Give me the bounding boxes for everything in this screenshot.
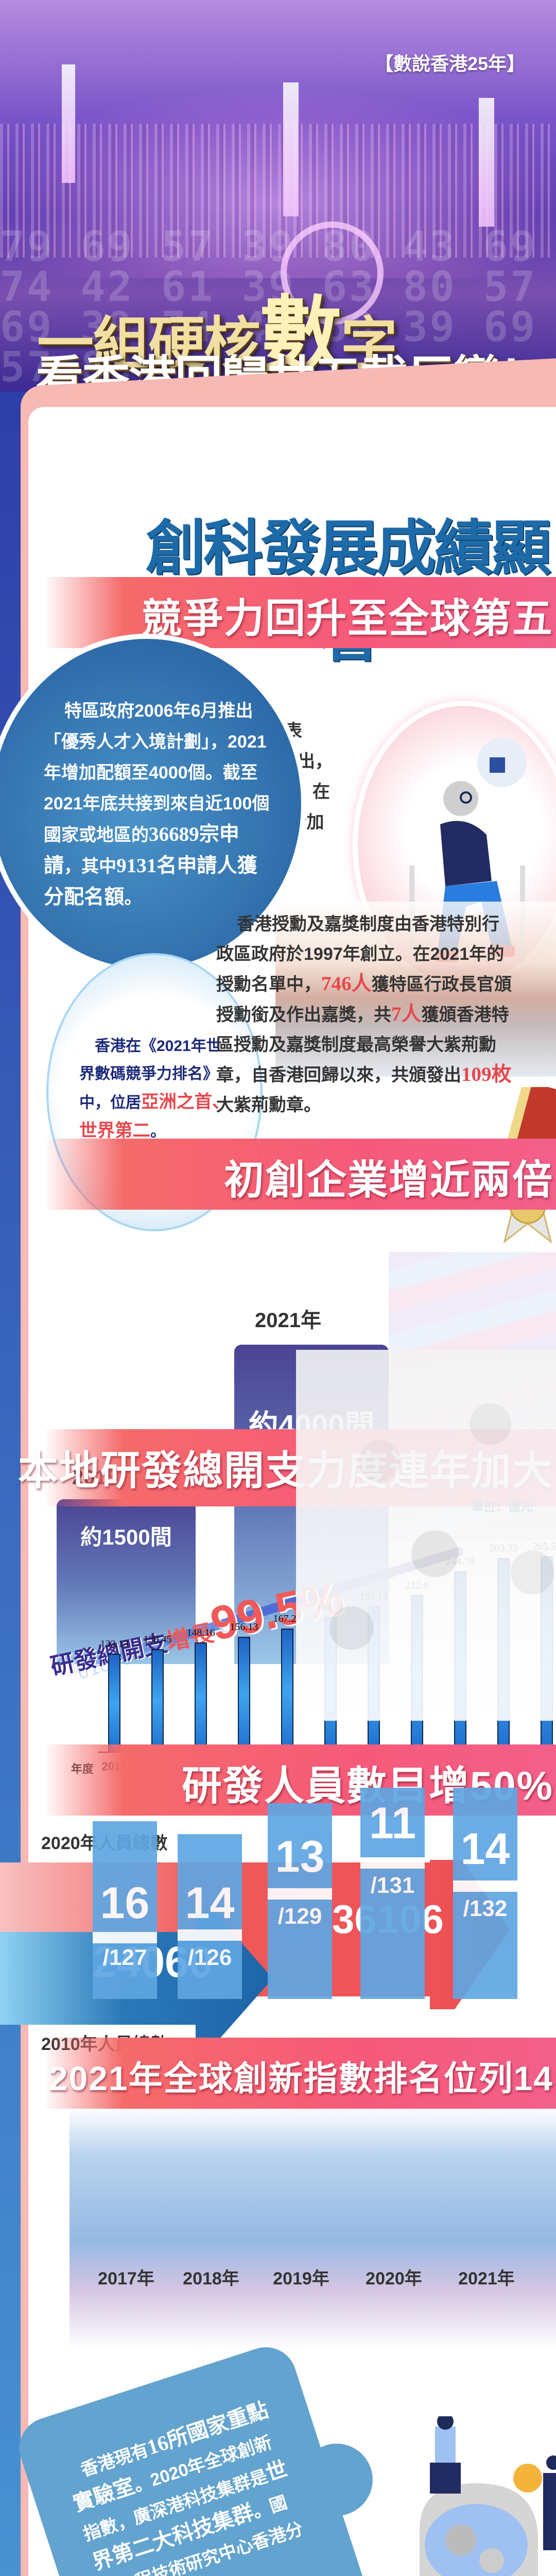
gii-year: 2017年	[98, 2269, 154, 2289]
text: 特區政府2006年6月推出「優秀人才入境計劃」，2021年增加配額至4000個。…	[44, 701, 270, 845]
main-title: 創科發展成績顯著	[146, 515, 551, 668]
highlight: 7人	[391, 1003, 422, 1025]
ribbon-startups: 初創企業增近兩倍	[44, 1139, 556, 1210]
people-crowd-background	[296, 1350, 556, 1721]
rd-value-label: 148.16	[186, 1627, 215, 1639]
rd-bar	[108, 1653, 120, 1752]
gii-total: /131	[370, 1873, 415, 1898]
text: 。	[150, 1123, 166, 1140]
gii-year: 2019年	[273, 2269, 329, 2289]
victoria-harbour-image	[275, 902, 556, 1077]
rd-bar	[151, 1649, 164, 1752]
gii-column: 11/131	[360, 1788, 425, 1999]
text: 香港授勳及嘉獎制度由香港特別行政區政府於1997年創立。在2021年的授勳名單中…	[216, 914, 505, 994]
gii-rank: 13	[275, 1832, 325, 1882]
startup-year-2021: 2021年	[255, 1309, 321, 1332]
number-texture: 79 69 57 39 80 43 69 74 42 61 39 63 80 5…	[0, 227, 537, 391]
text: 獲特區行政長官頒授勳銜及作出嘉獎，共	[216, 975, 512, 1025]
startup-value-2015: 約1500間	[80, 1525, 172, 1549]
highlight: 36689宗申請	[44, 823, 239, 877]
highlight: 109枚	[461, 1063, 512, 1086]
icc-tower	[62, 64, 75, 183]
gii-total: /127	[102, 1945, 147, 1970]
ifc-tower	[283, 82, 299, 216]
divider	[268, 1888, 332, 1900]
highlight: 746人	[321, 973, 372, 995]
team-brainstorm-icon	[420, 2416, 556, 2576]
gii-total: /126	[187, 1945, 232, 1970]
gii-year: 2021年	[458, 2269, 515, 2289]
hero-banner: 79 69 57 39 80 43 69 74 42 61 39 63 80 5…	[0, 0, 556, 392]
rd-value-label: 133.13	[100, 1638, 129, 1650]
digital-rank-text: 香港在《2021年世界數碼競爭力排名》中，位居亞洲之首、世界第二。	[79, 1032, 234, 1146]
gii-year: 2018年	[183, 2269, 239, 2289]
text: 大紫荊勳章。	[216, 1095, 321, 1115]
gii-total: /132	[463, 1896, 508, 1921]
rd-value-label: 156.13	[230, 1621, 258, 1633]
highlight: 亞洲之首、世界第二	[79, 1092, 230, 1141]
talent-scheme-text: 特區政府2006年6月推出「優秀人才入境計劃」，2021年增加配額至4000個。…	[44, 696, 275, 913]
title-suffix: 字	[341, 313, 397, 376]
text: 獲頒香港特區授勳及嘉獎制度最高榮譽大紫荊勳章，自香港回歸以來，共頒發出	[216, 1005, 509, 1085]
sky-glow	[0, 93, 556, 278]
gii-column: 14/132	[453, 1788, 517, 1999]
divider	[178, 1929, 242, 1941]
heading-competitiveness: 競爭力回升至全球第五	[141, 596, 553, 641]
honours-paragraph: 香港授勳及嘉獎制度由香港特別行政區政府於1997年創立。在2021年的授勳名單中…	[216, 909, 515, 1120]
title-line-1: 一組硬核數字	[37, 268, 397, 387]
gii-year: 2020年	[366, 2269, 422, 2289]
boc-tower	[479, 98, 494, 227]
gii-rank: 14	[460, 1824, 510, 1874]
content-card: 創科發展成績顯著 競爭力回升至全球第五 瑞士洛桑國際管理發展學院發表《2022年…	[0, 407, 556, 2576]
text: 香港在《2021年世界數碼競爭力排名》中，位居	[79, 1038, 222, 1111]
rd-value-label: 139.45	[143, 1633, 172, 1645]
ribbon-gii: 2021年全球創新指數排名位列14	[44, 2038, 556, 2109]
highlight: 9131名申請人獲分配名額	[44, 855, 257, 908]
gii-total: /129	[277, 1904, 322, 1929]
heading-startups: 初創企業增近兩倍	[223, 1157, 553, 1202]
title-big-char: 數	[259, 290, 342, 381]
blue-circle-panel: 特區政府2006年6月推出「優秀人才入境計劃」，2021年增加配額至4000個。…	[0, 634, 306, 974]
labs-text: 香港現有16所國家重點實驗室。2020年全球創新指數，廣深港科技集群是世界第二大…	[60, 2395, 322, 2576]
puzzle-labs: 香港現有16所國家重點實驗室。2020年全球創新指數，廣深港科技集群是世界第二大…	[11, 2339, 395, 2576]
ribbon-competitiveness: 競爭力回升至全球第五	[44, 577, 556, 648]
gii-column: 13/129	[268, 1803, 332, 1999]
gii-rank: 11	[369, 1799, 416, 1848]
divider	[93, 1932, 157, 1943]
city-skyline-image	[0, 124, 556, 258]
rd-bar	[238, 1636, 250, 1752]
divider	[453, 1880, 517, 1892]
rd-bar	[281, 1629, 293, 1752]
gii-rank: 14	[185, 1878, 235, 1928]
text: ，其中	[64, 857, 117, 876]
text: 。	[124, 888, 142, 908]
rd-value-label: 167.27	[273, 1613, 302, 1625]
title-prefix: 一組硬核	[37, 313, 260, 376]
heading-gii: 2021年全球創新指數排名位列14	[48, 2059, 553, 2097]
gii-rank: 16	[100, 1878, 150, 1928]
gii-column: 16/127	[93, 1821, 157, 1999]
gii-column: 14/126	[178, 1834, 242, 1999]
divider	[360, 1857, 425, 1869]
rd-bar	[195, 1642, 207, 1752]
puzzle-knob	[291, 2434, 383, 2526]
series-tag: 【數說香港25年】	[374, 53, 525, 74]
gii-skyline-background	[70, 2107, 556, 2349]
